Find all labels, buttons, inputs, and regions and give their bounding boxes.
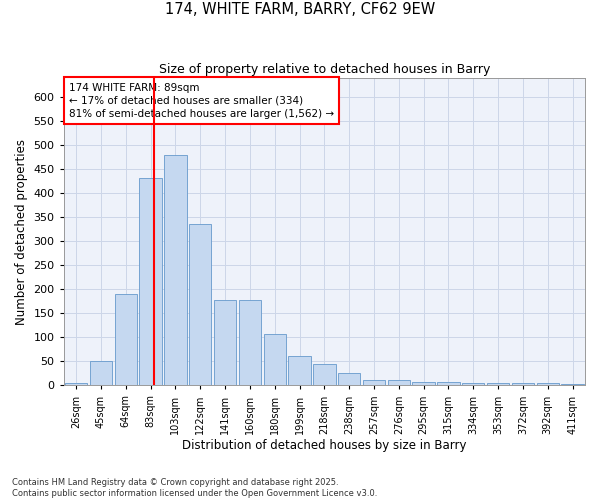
- Bar: [313, 364, 335, 386]
- Bar: [512, 384, 534, 386]
- Bar: [239, 300, 261, 386]
- Bar: [139, 178, 162, 386]
- Bar: [289, 356, 311, 386]
- Bar: [65, 383, 87, 386]
- Bar: [338, 374, 361, 386]
- Bar: [462, 383, 484, 386]
- Bar: [562, 384, 584, 386]
- Text: Contains HM Land Registry data © Crown copyright and database right 2025.
Contai: Contains HM Land Registry data © Crown c…: [12, 478, 377, 498]
- Bar: [388, 380, 410, 386]
- Y-axis label: Number of detached properties: Number of detached properties: [15, 138, 28, 324]
- Bar: [536, 383, 559, 386]
- Bar: [90, 362, 112, 386]
- Bar: [263, 334, 286, 386]
- Title: Size of property relative to detached houses in Barry: Size of property relative to detached ho…: [158, 62, 490, 76]
- Bar: [363, 380, 385, 386]
- Text: 174, WHITE FARM, BARRY, CF62 9EW: 174, WHITE FARM, BARRY, CF62 9EW: [165, 2, 435, 18]
- Text: 174 WHITE FARM: 89sqm
← 17% of detached houses are smaller (334)
81% of semi-det: 174 WHITE FARM: 89sqm ← 17% of detached …: [69, 82, 334, 119]
- Bar: [189, 224, 211, 386]
- Bar: [164, 155, 187, 386]
- Bar: [214, 300, 236, 386]
- Bar: [115, 294, 137, 386]
- X-axis label: Distribution of detached houses by size in Barry: Distribution of detached houses by size …: [182, 440, 467, 452]
- Bar: [437, 382, 460, 386]
- Bar: [487, 384, 509, 386]
- Bar: [412, 382, 435, 386]
